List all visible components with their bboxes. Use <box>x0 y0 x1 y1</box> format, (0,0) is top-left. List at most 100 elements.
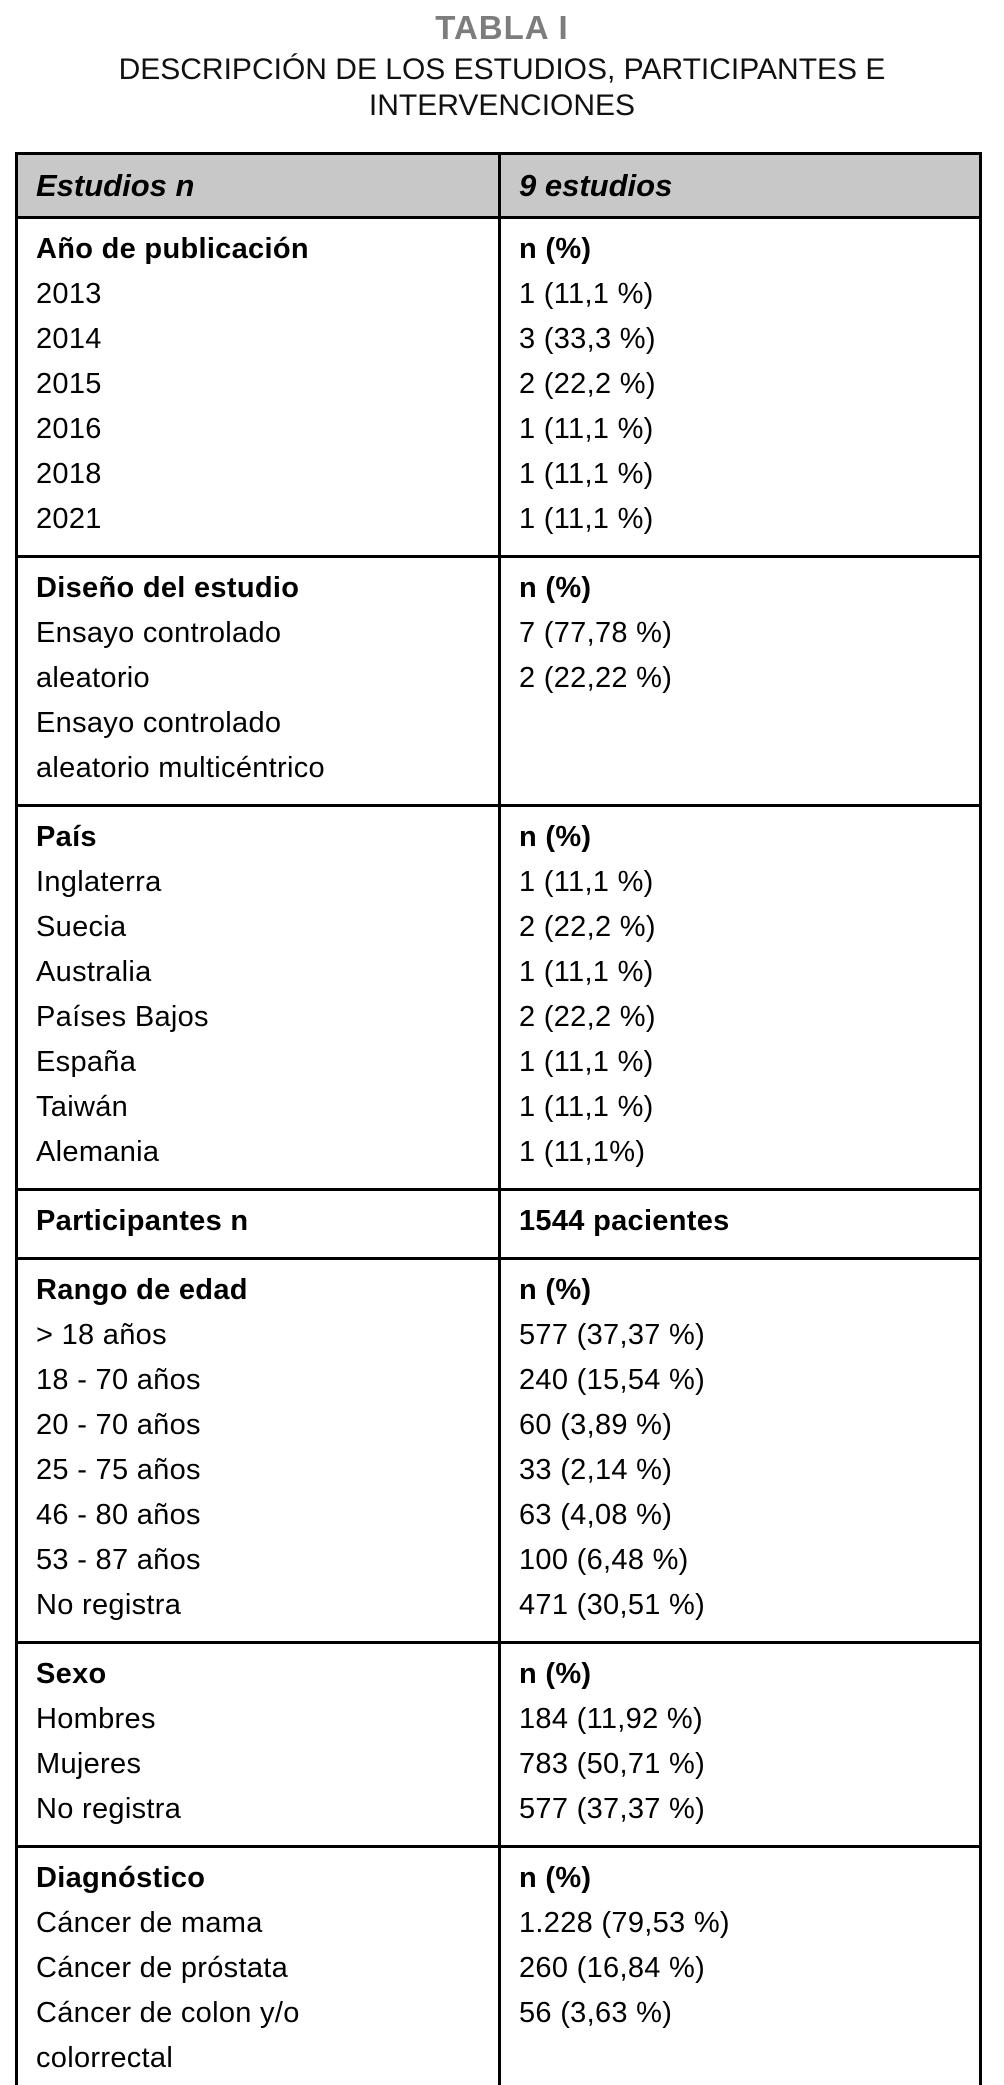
category-line: No registra <box>36 1589 182 1621</box>
section-row-participantes: Participantes n 1544 pacientes <box>15 1188 982 1260</box>
category-line: Países Bajos <box>36 1001 209 1033</box>
category-line: 20 - 70 años <box>36 1409 201 1441</box>
value-line: 100 (6,48 %) <box>519 1544 689 1576</box>
value-line: 1 (11,1 %) <box>519 956 654 988</box>
value-line: 1 (11,1 %) <box>519 278 654 310</box>
category-line: Ensayo controlado <box>36 617 282 649</box>
section-row-rango-de-edad: Rango de edad > 18 años 18 - 70 años 20 - 7… <box>15 1257 982 1644</box>
value-line: 471 (30,51 %) <box>519 1589 706 1621</box>
section-row-diseno-del-estudio: Diseño del estudio Ensayo controlado aleat… <box>15 555 982 807</box>
value-cell-participantes: 1544 pacientes <box>498 1188 982 1260</box>
table-subtitle: DESCRIPCIÓN DE LOS ESTUDIOS, PARTICIPANT… <box>118 53 886 122</box>
category-cell-rango-de-edad: Rango de edad > 18 años 18 - 70 años 20 - 7… <box>15 1257 501 1644</box>
category-line: Taiwán <box>36 1091 129 1123</box>
section-row-sexo: Sexo Hombres Mujeres No registra n (%) 184 (1… <box>15 1641 982 1848</box>
value-line: 63 (4,08 %) <box>519 1499 673 1531</box>
category-line: País <box>36 821 97 853</box>
value-cell-rango-de-edad: n (%) 577 (37,37 %) 240 (15,54 %) 60 (3,89 … <box>498 1257 982 1644</box>
value-line <box>519 746 973 791</box>
category-line: Alemania <box>36 1136 160 1168</box>
category-line: 25 - 75 años <box>36 1454 201 1486</box>
table-header: Estudios n 9 estudios <box>15 152 982 219</box>
category-cell-diagnostico: Diagnóstico Cáncer de mama Cáncer de próst… <box>15 1845 501 2085</box>
value-line: 1 (11,1 %) <box>519 503 654 535</box>
value-line: 1 (11,1 %) <box>519 1046 654 1078</box>
category-line: aleatorio <box>36 662 150 694</box>
category-line: 2015 <box>36 368 102 400</box>
value-line: 3 (33,3 %) <box>519 323 656 355</box>
category-line: Cáncer de colon y/o <box>36 1997 300 2029</box>
category-line: Diseño del estudio <box>36 572 300 604</box>
category-line: 2013 <box>36 278 102 310</box>
value-line: 1 (11,1%) <box>519 1136 646 1168</box>
value-line: n (%) <box>519 1862 592 1894</box>
value-cell-sexo: n (%) 184 (11,92 %) 783 (50,71 %) 577 (37,3… <box>498 1641 982 1848</box>
value-line: 1 (11,1 %) <box>519 866 654 898</box>
category-line: 2014 <box>36 323 102 355</box>
value-line: n (%) <box>519 1274 592 1306</box>
value-line: 577 (37,37 %) <box>519 1793 706 1825</box>
value-line: 2 (22,22 %) <box>519 662 673 694</box>
value-line: 260 (16,84 %) <box>519 1952 706 1984</box>
value-cell-ano-de-publicacion: n (%) 1 (11,1 %) 3 (33,3 %) 2 (22,2 %) 1 (11… <box>498 216 982 558</box>
section-row-pais: País Inglaterra Suecia Australia Países Bajo… <box>15 804 982 1191</box>
value-line: n (%) <box>519 572 592 604</box>
value-line: n (%) <box>519 821 592 853</box>
category-cell-sexo: Sexo Hombres Mujeres No registra <box>15 1641 501 1848</box>
value-line: 1544 pacientes <box>519 1205 730 1237</box>
category-line: Año de publicación <box>36 233 309 265</box>
studies-description-table: Estudios n 9 estudios Año de publicación… <box>15 152 982 2085</box>
value-line: 1 (11,1 %) <box>519 458 654 490</box>
value-line: 33 (2,14 %) <box>519 1454 673 1486</box>
category-line: Hombres <box>36 1703 156 1735</box>
value-line <box>519 701 973 746</box>
value-line: 7 (77,78 %) <box>519 617 673 649</box>
category-line: Cáncer de próstata <box>36 1952 289 1984</box>
category-line: 2021 <box>36 503 102 535</box>
value-cell-diseno-del-estudio: n (%) 7 (77,78 %) 2 (22,22 %) <box>498 555 982 807</box>
category-line: Australia <box>36 956 152 988</box>
header-cell-total: 9 estudios <box>498 152 982 219</box>
category-line: Sexo <box>36 1658 107 1690</box>
category-line: colorrectal <box>36 2042 174 2074</box>
category-line: España <box>36 1046 137 1078</box>
value-line: 60 (3,89 %) <box>519 1409 673 1441</box>
category-line: Mujeres <box>36 1748 142 1780</box>
value-line: 2 (22,2 %) <box>519 911 656 943</box>
value-line: 1.228 (79,53 %) <box>519 1907 730 1939</box>
category-line: > 18 años <box>36 1319 167 1351</box>
category-line: 2018 <box>36 458 102 490</box>
category-cell-participantes: Participantes n <box>15 1188 501 1260</box>
value-line: n (%) <box>519 1658 592 1690</box>
value-line <box>519 2036 973 2081</box>
value-line: 56 (3,63 %) <box>519 1997 673 2029</box>
value-line: 577 (37,37 %) <box>519 1319 706 1351</box>
category-cell-ano-de-publicacion: Año de publicación 2013 2014 2015 2016 2018 20… <box>15 216 501 558</box>
value-line: 783 (50,71 %) <box>519 1748 706 1780</box>
category-line: Inglaterra <box>36 866 162 898</box>
category-line: 46 - 80 años <box>36 1499 201 1531</box>
value-line: 1 (11,1 %) <box>519 1091 654 1123</box>
value-cell-diagnostico: n (%) 1.228 (79,53 %) 260 (16,84 %) 56 (3,6… <box>498 1845 982 2085</box>
value-cell-pais: n (%) 1 (11,1 %) 2 (22,2 %) 1 (11,1 %) 2 (22… <box>498 804 982 1191</box>
value-line: 2 (22,2 %) <box>519 1001 656 1033</box>
table-number-title: TABLA I <box>435 9 569 46</box>
category-line: No registra <box>36 1793 182 1825</box>
category-line: aleatorio multicéntrico <box>36 752 325 784</box>
category-cell-diseno-del-estudio: Diseño del estudio Ensayo controlado aleat… <box>15 555 501 807</box>
category-line: 18 - 70 años <box>36 1364 201 1396</box>
header-cell-estudios: Estudios n <box>15 152 501 219</box>
category-line: Diagnóstico <box>36 1862 206 1894</box>
table-body: Año de publicación 2013 2014 2015 2016 2018 20… <box>15 216 982 2085</box>
section-row-ano-de-publicacion: Año de publicación 2013 2014 2015 2016 2018 20… <box>15 216 982 558</box>
category-line: Rango de edad <box>36 1274 248 1306</box>
category-line: 53 - 87 años <box>36 1544 201 1576</box>
category-line: Cáncer de mama <box>36 1907 263 1939</box>
category-line: 2016 <box>36 413 102 445</box>
section-row-diagnostico: Diagnóstico Cáncer de mama Cáncer de próst… <box>15 1845 982 2085</box>
value-line: n (%) <box>519 233 592 265</box>
category-cell-pais: País Inglaterra Suecia Australia Países Bajo… <box>15 804 501 1191</box>
value-line: 2 (22,2 %) <box>519 368 656 400</box>
category-line: Suecia <box>36 911 127 943</box>
